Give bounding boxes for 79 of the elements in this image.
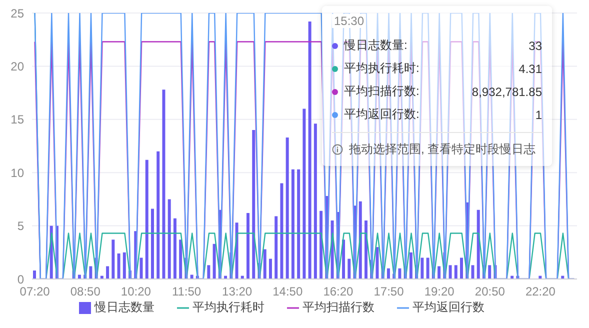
annotation: 1 [535, 108, 542, 122]
legend-label: 平均返回行数 [412, 300, 484, 314]
bar [122, 252, 126, 279]
annotation: 平均返回行数: [344, 106, 420, 123]
legend-label: 平均执行耗时 [192, 300, 264, 314]
bar [409, 252, 412, 279]
bar [212, 244, 216, 279]
x-tick-label: 08:50 [70, 284, 101, 299]
bar [438, 266, 441, 279]
x-tick-label: 13:20 [222, 284, 252, 299]
bar [488, 265, 492, 279]
annotation: 15:30 [332, 14, 366, 28]
bar [89, 266, 92, 279]
x-tick-label: 22:20 [525, 284, 556, 299]
legend-label: 平均扫描行数 [302, 300, 374, 314]
bar [150, 208, 154, 279]
bar [376, 247, 379, 279]
bar [314, 124, 317, 279]
bar [140, 258, 143, 279]
annotation: 8,932,781.85 [472, 84, 542, 98]
bar [364, 220, 368, 279]
bar [145, 160, 148, 279]
bar [112, 240, 115, 279]
bar [286, 137, 289, 279]
bar [106, 266, 110, 279]
bar [207, 265, 210, 279]
annotation: 4.31 [518, 62, 542, 76]
bar [280, 183, 284, 279]
bar [190, 274, 194, 279]
bar [398, 268, 402, 279]
bar [156, 151, 160, 279]
y-tick-label: 0 [17, 272, 24, 286]
bar [308, 22, 312, 279]
bar [471, 265, 474, 279]
y-tick-label: 10 [10, 166, 24, 180]
bar [33, 270, 36, 279]
x-tick-label: 10:20 [120, 284, 152, 299]
annotation: 慢日志数量: [344, 37, 408, 54]
bar [358, 201, 362, 279]
bar [297, 169, 300, 279]
bar [162, 90, 166, 279]
legend-label: 慢日志数量 [94, 300, 154, 314]
y-tick-label: 25 [10, 6, 24, 20]
x-tick-label: 14:50 [272, 284, 303, 299]
bar [426, 258, 430, 279]
bar [460, 258, 464, 279]
bar [173, 218, 176, 279]
x-tick-label: 17:50 [374, 284, 404, 299]
bar [263, 249, 266, 279]
bar [420, 258, 424, 279]
annotation: 拖动选择范围, 查看特定时段慢日志 [349, 141, 536, 158]
bar [320, 210, 323, 279]
bar [342, 240, 346, 279]
bar [274, 216, 278, 279]
x-tick-label: 16:20 [323, 284, 354, 299]
bar [386, 268, 390, 279]
annotation: 33 [528, 38, 542, 52]
bar [268, 258, 272, 279]
annotation: 平均执行耗时: [344, 60, 420, 77]
bar [179, 240, 182, 279]
annotation: 平均扫描行数: [344, 83, 420, 100]
x-tick-label: 07:20 [20, 284, 50, 299]
bar [117, 253, 120, 279]
bar [78, 274, 81, 279]
x-tick-label: 19:20 [424, 284, 455, 299]
bar [348, 258, 351, 279]
bar [168, 199, 171, 279]
y-tick-label: 15 [10, 112, 24, 127]
bar [476, 210, 480, 279]
y-tick-label: 5 [17, 219, 24, 234]
y-tick-label: 20 [10, 59, 24, 74]
bar [302, 108, 306, 279]
x-tick-label: 11:50 [172, 284, 202, 299]
x-tick-label: 20:50 [474, 284, 506, 299]
bar [246, 213, 250, 279]
bar [252, 130, 256, 279]
bar [291, 169, 294, 279]
bar [448, 265, 452, 279]
bar [454, 265, 458, 279]
